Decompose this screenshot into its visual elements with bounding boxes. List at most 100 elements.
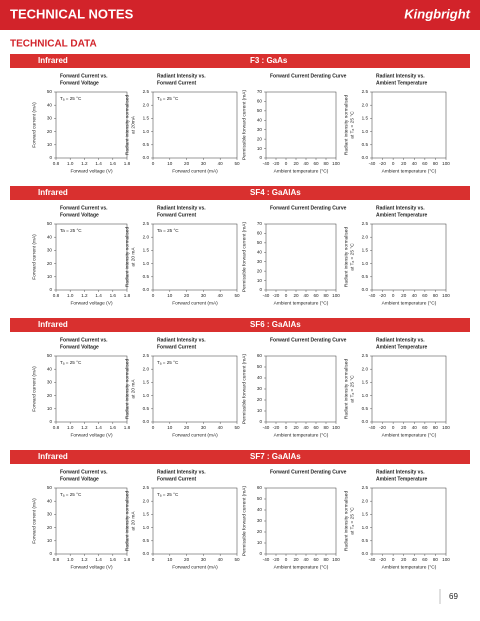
y-tick-label: 20 bbox=[257, 136, 263, 141]
chart-title: Ambient Temperature bbox=[376, 212, 428, 218]
y-tick-label: 2.0 bbox=[143, 234, 150, 239]
y-tick-label: 0.5 bbox=[362, 406, 369, 411]
x-tick-label: 80 bbox=[323, 293, 329, 298]
x-tick-label: -20 bbox=[273, 161, 280, 166]
x-tick-label: 60 bbox=[313, 293, 319, 298]
section-title: Infrared bbox=[38, 56, 68, 65]
chart-title: Ambient Temperature bbox=[376, 344, 428, 350]
y-tick-label: 1.5 bbox=[362, 116, 369, 121]
x-tick-label: 80 bbox=[433, 557, 439, 562]
y-tick-label: 0 bbox=[259, 287, 262, 292]
y-tick-label: 0.0 bbox=[362, 287, 369, 292]
x-tick-label: -40 bbox=[369, 425, 376, 430]
y-tick-label: 30 bbox=[257, 386, 263, 391]
x-tick-label: 0 bbox=[152, 425, 155, 430]
y-axis-label: Radiant intensity normalised bbox=[343, 359, 349, 420]
y-tick-label: 0.0 bbox=[143, 551, 150, 556]
x-tick-label: 80 bbox=[323, 161, 329, 166]
plot-frame bbox=[371, 355, 447, 423]
x-tick-label: 0 bbox=[285, 557, 288, 562]
x-tick-label: 1.4 bbox=[95, 161, 102, 166]
y-tick-label: 20 bbox=[47, 393, 53, 398]
x-axis-label: Forward voltage (V) bbox=[70, 168, 113, 174]
x-tick-label: 0 bbox=[285, 425, 288, 430]
x-tick-label: 60 bbox=[313, 161, 319, 166]
y-axis-label: Permissible forward current (mA) bbox=[241, 90, 247, 161]
x-axis-label: Ambient temperature (°C) bbox=[274, 432, 329, 438]
x-tick-label: 1.2 bbox=[81, 293, 88, 298]
y-tick-label: 40 bbox=[257, 375, 263, 380]
x-tick-label: 100 bbox=[332, 293, 340, 298]
chart-title: Ambient Temperature bbox=[376, 80, 428, 86]
x-tick-label: 50 bbox=[234, 161, 240, 166]
x-tick-label: 40 bbox=[218, 557, 224, 562]
y-tick-label: 40 bbox=[47, 498, 53, 503]
chart-title: Forward Current vs. bbox=[60, 337, 108, 343]
y-axis-label: Forward current (mA) bbox=[31, 366, 37, 412]
y-tick-label: 1.5 bbox=[143, 380, 150, 385]
y-tick-label: 0.0 bbox=[143, 155, 150, 160]
x-tick-label: 1.8 bbox=[124, 293, 131, 298]
x-tick-label: 80 bbox=[323, 425, 329, 430]
y-tick-label: 20 bbox=[257, 397, 263, 402]
plot-frame bbox=[371, 223, 447, 291]
x-tick-label: -20 bbox=[379, 161, 386, 166]
x-tick-label: 1.0 bbox=[67, 161, 74, 166]
x-tick-label: 40 bbox=[303, 425, 309, 430]
y-tick-label: 2.0 bbox=[362, 366, 369, 371]
plot-frame bbox=[55, 487, 128, 555]
y-tick-label: 2.5 bbox=[143, 221, 150, 226]
annotation: Ta = 25 °C bbox=[157, 228, 179, 233]
y-axis-label: Radiant intensity normalised bbox=[124, 359, 130, 420]
y-tick-label: 0 bbox=[259, 155, 262, 160]
section-title: Infrared bbox=[38, 320, 68, 329]
x-tick-label: 1.6 bbox=[110, 293, 117, 298]
y-tick-label: 2.5 bbox=[362, 89, 369, 94]
y-tick-label: 1.0 bbox=[362, 393, 369, 398]
y-tick-label: 0.5 bbox=[143, 538, 150, 543]
section-bar bbox=[10, 450, 470, 464]
plot-frame bbox=[55, 223, 128, 291]
x-tick-label: 40 bbox=[412, 293, 418, 298]
y-axis-label: Permissible forward current (mA) bbox=[241, 222, 247, 293]
logo: Kingbright bbox=[404, 6, 470, 21]
y-tick-label: 2.5 bbox=[143, 89, 150, 94]
y-tick-label: 40 bbox=[257, 507, 263, 512]
x-tick-label: 0.8 bbox=[53, 557, 60, 562]
y-tick-label: 1.5 bbox=[143, 512, 150, 517]
y-tick-label: 0.5 bbox=[362, 274, 369, 279]
x-tick-label: 10 bbox=[167, 293, 173, 298]
x-tick-label: 20 bbox=[401, 293, 407, 298]
y-tick-label: 1.5 bbox=[143, 248, 150, 253]
x-tick-label: 1.2 bbox=[81, 557, 88, 562]
y-tick-label: 2.5 bbox=[362, 485, 369, 490]
x-tick-label: 40 bbox=[218, 293, 224, 298]
y-tick-label: 20 bbox=[257, 529, 263, 534]
plot-frame bbox=[265, 355, 337, 423]
plot-frame bbox=[152, 355, 238, 423]
x-tick-label: 1.2 bbox=[81, 425, 88, 430]
y-tick-label: 2.0 bbox=[143, 498, 150, 503]
y-tick-label: 0 bbox=[259, 551, 262, 556]
y-tick-label: 10 bbox=[257, 278, 263, 283]
y-tick-label: 2.0 bbox=[143, 366, 150, 371]
chart-title: Forward Voltage bbox=[60, 212, 99, 218]
y-tick-label: 1.0 bbox=[143, 261, 150, 266]
y-axis-label: Radiant intensity normalised bbox=[124, 227, 130, 288]
chart-title: Forward Voltage bbox=[60, 80, 99, 86]
x-axis-label: Ambient temperature (°C) bbox=[274, 564, 329, 570]
chart-title: Forward Current vs. bbox=[60, 205, 108, 211]
chart-title: Radiant Intensity vs. bbox=[376, 337, 425, 343]
x-tick-label: 100 bbox=[442, 425, 450, 430]
x-tick-label: 20 bbox=[401, 425, 407, 430]
y-axis-label: Radiant intensity normalised bbox=[124, 95, 130, 156]
y-axis-label: Forward current (mA) bbox=[31, 234, 37, 280]
y-tick-label: 50 bbox=[257, 364, 263, 369]
x-tick-label: 0 bbox=[152, 293, 155, 298]
page-number: 69 bbox=[449, 592, 458, 601]
chart-title: Forward Voltage bbox=[60, 344, 99, 350]
x-tick-label: 100 bbox=[442, 293, 450, 298]
x-tick-label: 40 bbox=[303, 293, 309, 298]
x-tick-label: 0 bbox=[392, 293, 395, 298]
